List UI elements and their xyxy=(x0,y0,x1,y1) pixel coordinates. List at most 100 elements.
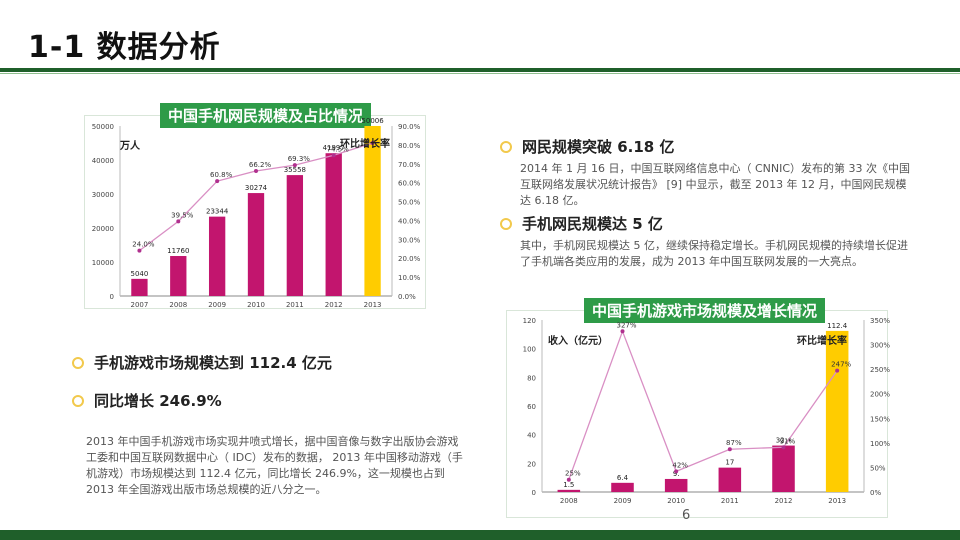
growth-label: 24.0% xyxy=(132,241,155,249)
growth-point xyxy=(566,477,571,482)
chart2-unit-label: 收入（亿元） xyxy=(548,336,608,347)
header-rule xyxy=(0,68,960,72)
page-number: 6 xyxy=(682,508,691,523)
bullet-circle-icon xyxy=(500,140,512,153)
growth-point xyxy=(176,219,181,224)
y2-tick-label: 70.0% xyxy=(398,161,421,169)
growth-label: 69.3% xyxy=(288,155,311,163)
y-tick-label: 40000 xyxy=(92,157,114,165)
bar-value-label: 35558 xyxy=(284,166,306,174)
y2-tick-label: 250% xyxy=(870,366,890,374)
bar-value-label: 6.4 xyxy=(617,474,629,482)
bar-value-label: 30274 xyxy=(245,184,268,192)
bar xyxy=(286,175,304,296)
bar xyxy=(247,193,265,296)
growth-point xyxy=(137,248,142,253)
y2-tick-label: 0% xyxy=(870,489,881,497)
x-tick-label: 2011 xyxy=(721,497,739,505)
y2-tick-label: 60.0% xyxy=(398,180,421,188)
bar xyxy=(325,153,342,296)
y-tick-label: 20 xyxy=(527,460,536,468)
bullet-circle-icon xyxy=(500,217,512,230)
x-tick-label: 2007 xyxy=(131,301,149,309)
growth-label: 87% xyxy=(726,439,742,447)
y2-tick-label: 150% xyxy=(870,415,890,423)
y-tick-label: 0 xyxy=(532,489,536,497)
y2-tick-label: 50.0% xyxy=(398,199,421,207)
x-tick-label: 2009 xyxy=(614,497,632,505)
header-rule-light xyxy=(0,73,960,74)
bar xyxy=(664,478,688,492)
x-tick-label: 2009 xyxy=(208,301,226,309)
growth-label: 247% xyxy=(831,361,851,369)
y-tick-label: 30000 xyxy=(92,191,114,199)
bullet-mobile-netizen: 手机网民规模达 5 亿 xyxy=(500,213,663,234)
bullet-netizen-scale: 网民规模突破 6.18 亿 xyxy=(500,136,674,157)
growth-point xyxy=(781,445,786,450)
growth-point xyxy=(620,329,625,334)
footer-bar xyxy=(0,530,960,540)
chart2-right-label: 环比增长率 xyxy=(797,336,847,347)
x-tick-label: 2013 xyxy=(364,301,382,309)
growth-point xyxy=(215,179,220,184)
y2-tick-label: 100% xyxy=(870,440,890,448)
x-tick-label: 2008 xyxy=(169,301,187,309)
y2-tick-label: 80.0% xyxy=(398,142,421,150)
y-tick-label: 40 xyxy=(527,432,536,440)
y-tick-label: 20000 xyxy=(92,225,114,233)
bar-value-label: 11760 xyxy=(167,247,189,255)
growth-label: 60.8% xyxy=(210,171,233,179)
growth-point xyxy=(292,163,297,168)
growth-label: 42% xyxy=(672,461,688,469)
bar-value-label: 50006 xyxy=(361,117,384,125)
bar xyxy=(170,256,187,296)
y2-tick-label: 40.0% xyxy=(398,217,421,225)
y2-tick-label: 0.0% xyxy=(398,293,416,301)
chart1: 0 10000 20000 30000 40000 50000 0.0% 10.0% 20.0%… xyxy=(92,117,421,309)
page-title: 1-1 数据分析 xyxy=(28,30,221,65)
bar xyxy=(364,125,381,296)
chart2: 0 20 40 60 80 100 120 0% 50% 100% 150% 200% 250% 300%… xyxy=(523,317,891,505)
y2-tick-label: 350% xyxy=(870,317,890,325)
x-tick-label: 2013 xyxy=(828,497,846,505)
bar-value-label: 5040 xyxy=(131,270,149,278)
heading-game-market: 手机游戏市场规模达到 112.4 亿元 xyxy=(94,354,332,372)
x-tick-label: 2010 xyxy=(667,497,685,505)
growth-label: 327% xyxy=(616,321,636,329)
growth-label: 91% xyxy=(780,437,796,445)
heading-mobile-netizen: 手机网民规模达 5 亿 xyxy=(522,215,663,233)
growth-point xyxy=(835,368,840,373)
growth-point xyxy=(674,469,679,474)
y-tick-label: 80 xyxy=(527,374,536,382)
x-tick-label: 2010 xyxy=(247,301,265,309)
chart2-title: 中国手机游戏市场规模及增长情况 xyxy=(584,298,826,323)
bar xyxy=(772,445,795,492)
bar-value-label: 23344 xyxy=(206,208,229,216)
y2-tick-label: 90.0% xyxy=(398,123,421,131)
bar xyxy=(131,278,148,296)
bar xyxy=(611,482,634,492)
growth-label: 39.5% xyxy=(171,211,194,219)
y2-tick-label: 20.0% xyxy=(398,255,421,263)
chart1-unit-label: 万人 xyxy=(120,141,140,152)
y2-tick-label: 50% xyxy=(870,464,886,472)
growth-label: 25% xyxy=(565,470,581,478)
x-tick-label: 2012 xyxy=(775,497,793,505)
para-mobile-netizen: 其中，手机网民规模达 5 亿，继续保持稳定增长。手机网民规模的持续增长促进了手机… xyxy=(520,239,908,268)
bullet-circle-icon xyxy=(72,394,84,407)
y-tick-label: 10000 xyxy=(92,259,114,267)
y2-tick-label: 300% xyxy=(870,342,890,350)
y-tick-label: 100 xyxy=(523,346,536,354)
bar-value-label: 9. xyxy=(673,470,680,478)
x-tick-label: 2008 xyxy=(560,497,578,505)
growth-point xyxy=(254,168,258,173)
growth-label: 74.5% xyxy=(327,145,350,153)
y2-tick-label: 30.0% xyxy=(398,236,421,244)
heading-netizen-scale: 网民规模突破 6.18 亿 xyxy=(522,138,675,156)
growth-point xyxy=(331,153,336,158)
bar xyxy=(557,489,581,492)
growth-line xyxy=(568,329,838,480)
bullet-circle-icon xyxy=(72,356,84,369)
bar-value-label: 1.5 xyxy=(563,481,574,489)
bar xyxy=(208,216,226,296)
